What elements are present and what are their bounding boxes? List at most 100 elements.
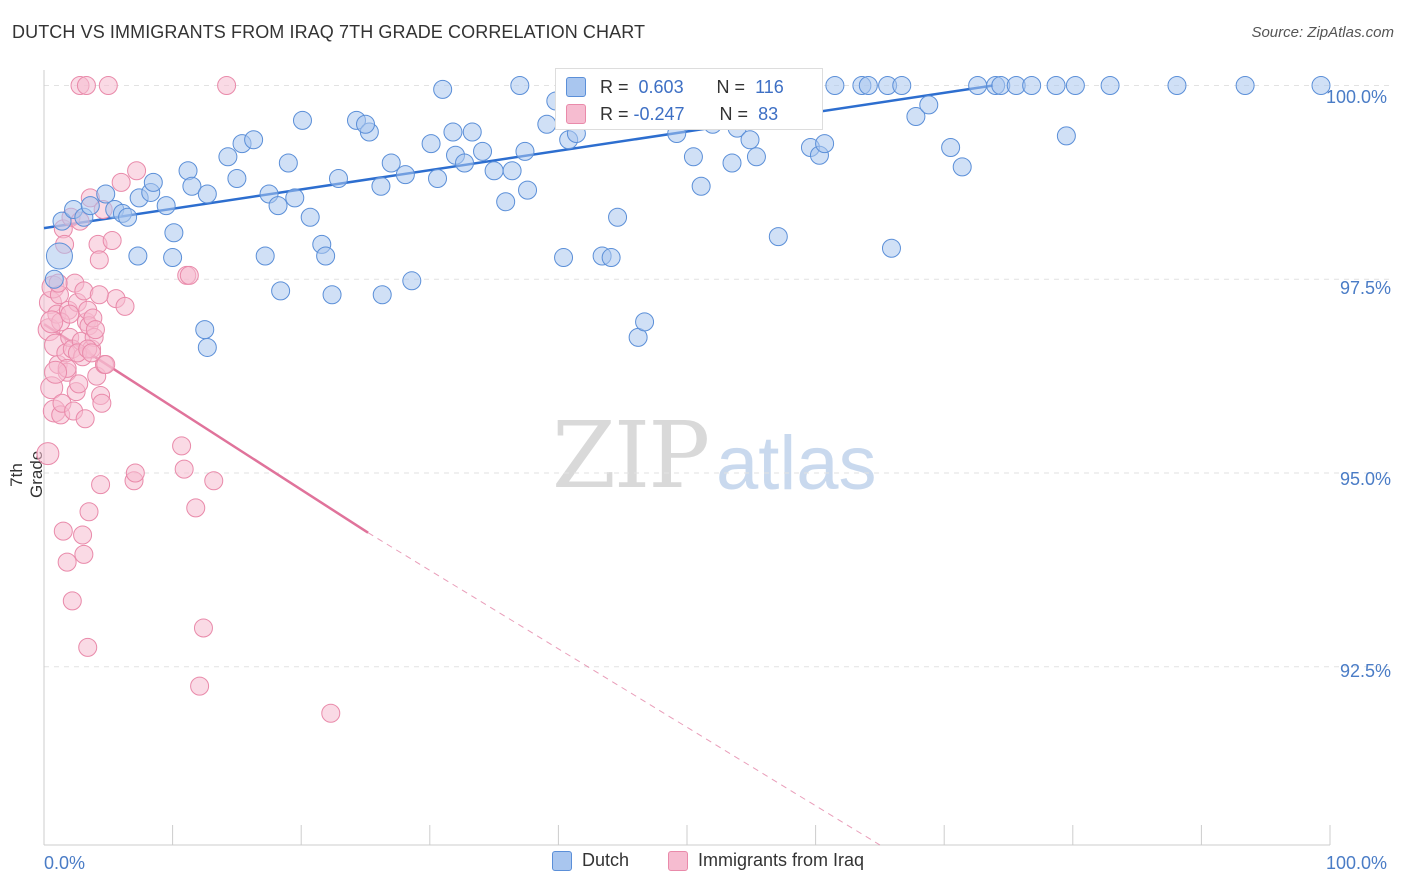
dutch-point <box>285 188 305 208</box>
iraq-point <box>79 502 99 522</box>
iraq-point <box>91 475 111 495</box>
dutch-point <box>1046 76 1066 95</box>
dutch-point <box>515 141 535 161</box>
dutch-point <box>968 76 988 95</box>
dutch-point <box>227 169 247 188</box>
iraq-point <box>44 360 68 384</box>
dutch-point <box>601 248 621 268</box>
dutch-point <box>1311 76 1331 95</box>
legend: Dutch Immigrants from Iraq <box>0 850 1406 880</box>
dutch-r-label: R = <box>600 76 629 97</box>
dutch-point <box>941 138 961 157</box>
iraq-point <box>57 552 77 572</box>
dutch-point <box>381 153 401 173</box>
dutch-point <box>322 285 342 305</box>
dutch-point <box>300 207 320 227</box>
dutch-point <box>691 176 711 196</box>
iraq-point <box>74 544 94 564</box>
dutch-point <box>218 147 238 167</box>
dutch-point <box>45 242 73 270</box>
dutch-point <box>178 161 198 181</box>
x-tick-marks <box>43 825 1331 845</box>
iraq-n-value: 83 <box>758 103 779 124</box>
iraq-point <box>321 703 341 723</box>
iraq-point <box>92 393 112 413</box>
iraq-point <box>73 525 93 545</box>
iraq-point <box>102 231 122 250</box>
iraq-point <box>36 442 60 466</box>
dutch-point <box>858 76 878 95</box>
iraq-point <box>76 76 96 95</box>
iraq-point <box>179 265 199 285</box>
iraq-point <box>82 343 102 363</box>
watermark-zip: ZIP <box>552 402 710 509</box>
legend-item-dutch[interactable]: Dutch <box>552 850 629 871</box>
dutch-point <box>746 147 766 167</box>
stats-row-dutch: R = 0.603 N = 116 <box>566 73 784 101</box>
dutch-point <box>356 114 375 134</box>
dutch-point <box>510 76 530 95</box>
dutch-point <box>402 271 422 291</box>
iraq-point <box>174 459 194 479</box>
dutch-point <box>518 180 538 200</box>
dutch-point <box>52 211 72 231</box>
iraq-point <box>75 409 95 429</box>
dutch-point <box>1056 126 1076 146</box>
dutch-point <box>80 196 100 216</box>
x-tick-label-max: 100.0% <box>1326 853 1388 873</box>
dutch-point <box>906 107 926 126</box>
iraq-point <box>60 304 80 324</box>
dutch-point <box>316 246 336 266</box>
dutch-point <box>278 153 298 173</box>
dutch-point <box>182 176 202 196</box>
y-tick-label-92-5: 92.5% <box>1340 661 1392 681</box>
y-tick-label-97-5: 97.5% <box>1340 278 1392 298</box>
iraq-point <box>217 76 237 95</box>
dutch-point <box>372 285 392 305</box>
dutch-point <box>44 269 64 289</box>
dutch-point <box>197 337 217 357</box>
dutch-point <box>1167 76 1187 95</box>
dutch-point <box>815 134 835 154</box>
dutch-point <box>371 176 391 196</box>
legend-label-dutch: Dutch <box>582 850 630 870</box>
dutch-point <box>433 79 453 99</box>
y-tick-label-95: 95.0% <box>1340 469 1392 489</box>
iraq-point <box>96 355 116 374</box>
iraq-swatch <box>566 104 586 124</box>
iraq-point <box>172 436 192 456</box>
dutch-point <box>195 320 215 340</box>
dutch-point <box>244 130 264 150</box>
dutch-n-value: 116 <box>755 76 784 97</box>
iraq-r-value: -0.247 <box>633 103 685 124</box>
iraq-point <box>89 285 109 305</box>
dutch-point <box>395 165 415 185</box>
iraq-point <box>127 161 147 181</box>
iraq-point <box>190 676 210 696</box>
dutch-point <box>1022 76 1042 95</box>
dutch-point <box>1065 76 1085 95</box>
iraq-n-label: N = <box>719 103 749 124</box>
dutch-point <box>496 192 516 212</box>
source-label: Source: ZipAtlas.com <box>1251 24 1394 41</box>
dutch-point <box>271 281 291 301</box>
dutch-point <box>554 248 574 268</box>
dutch-point <box>502 161 522 181</box>
iraq-point <box>89 250 109 270</box>
dutch-point <box>825 76 845 95</box>
chart-title: DUTCH VS IMMIGRANTS FROM IRAQ 7TH GRADE … <box>12 22 646 42</box>
iraq-point <box>111 172 131 192</box>
dutch-point <box>292 110 312 130</box>
legend-swatch-dutch <box>552 850 572 871</box>
iraq-point <box>115 296 135 316</box>
legend-label-iraq: Immigrants from Iraq <box>698 850 865 870</box>
y-tick-label-100: 100.0% <box>1326 87 1388 107</box>
watermark-atlas: atlas <box>716 421 877 506</box>
dutch-point <box>768 227 788 247</box>
dutch-point <box>143 172 163 192</box>
legend-item-iraq[interactable]: Immigrants from Iraq <box>668 850 864 871</box>
dutch-point <box>128 246 148 266</box>
dutch-point <box>881 238 901 258</box>
dutch-point <box>164 223 184 243</box>
dutch-point <box>537 114 557 134</box>
